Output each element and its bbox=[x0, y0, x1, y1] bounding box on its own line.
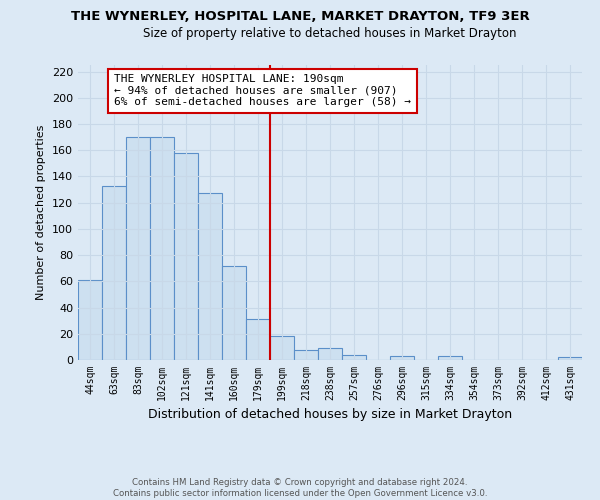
Bar bbox=[342, 355, 366, 360]
Bar bbox=[126, 137, 150, 360]
Text: THE WYNERLEY HOSPITAL LANE: 190sqm
← 94% of detached houses are smaller (907)
6%: THE WYNERLEY HOSPITAL LANE: 190sqm ← 94%… bbox=[114, 74, 411, 108]
Bar bbox=[390, 356, 414, 360]
Bar bbox=[198, 194, 222, 360]
Bar bbox=[78, 280, 102, 360]
Title: Size of property relative to detached houses in Market Drayton: Size of property relative to detached ho… bbox=[143, 27, 517, 40]
Text: Contains HM Land Registry data © Crown copyright and database right 2024.
Contai: Contains HM Land Registry data © Crown c… bbox=[113, 478, 487, 498]
Bar bbox=[246, 320, 270, 360]
Bar bbox=[150, 137, 174, 360]
Bar bbox=[318, 348, 342, 360]
Bar bbox=[174, 153, 198, 360]
Bar bbox=[270, 336, 294, 360]
Bar bbox=[294, 350, 318, 360]
Bar bbox=[102, 186, 126, 360]
Y-axis label: Number of detached properties: Number of detached properties bbox=[37, 125, 46, 300]
Text: THE WYNERLEY, HOSPITAL LANE, MARKET DRAYTON, TF9 3ER: THE WYNERLEY, HOSPITAL LANE, MARKET DRAY… bbox=[71, 10, 529, 23]
Bar bbox=[558, 358, 582, 360]
X-axis label: Distribution of detached houses by size in Market Drayton: Distribution of detached houses by size … bbox=[148, 408, 512, 422]
Bar bbox=[222, 266, 246, 360]
Bar bbox=[438, 356, 462, 360]
